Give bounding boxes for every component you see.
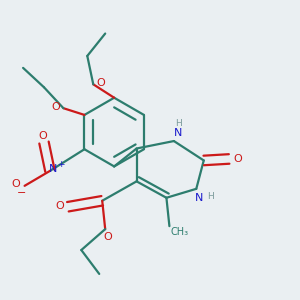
Text: O: O — [104, 232, 112, 242]
Text: N: N — [174, 128, 183, 138]
Text: O: O — [55, 201, 64, 211]
Text: O: O — [12, 179, 21, 189]
Text: N: N — [49, 164, 57, 174]
Text: CH₃: CH₃ — [170, 227, 188, 237]
Text: H: H — [207, 192, 214, 201]
Text: H: H — [175, 118, 182, 127]
Text: O: O — [233, 154, 242, 164]
Text: O: O — [96, 78, 105, 88]
Text: O: O — [52, 102, 60, 112]
Text: +: + — [58, 160, 65, 169]
Text: N: N — [195, 193, 203, 203]
Text: O: O — [38, 131, 47, 141]
Text: −: − — [17, 188, 26, 198]
